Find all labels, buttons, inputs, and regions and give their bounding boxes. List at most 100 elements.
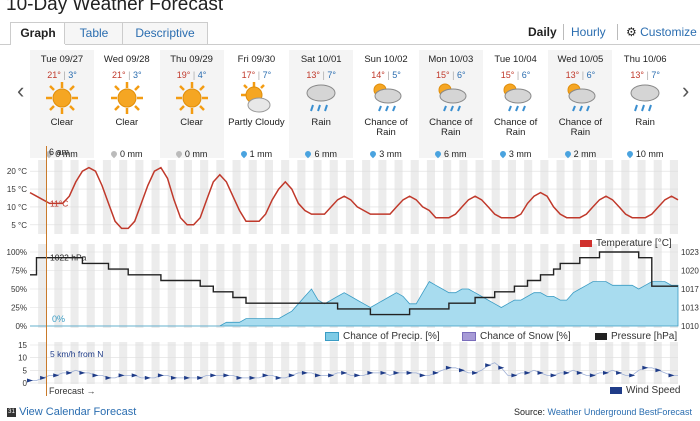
wind-arrow-icon — [210, 373, 217, 378]
wind-arrow-icon — [40, 375, 47, 380]
low-temp: 5° — [392, 70, 401, 80]
night-band — [637, 342, 646, 384]
day-temps: 19° | 4° — [176, 70, 207, 80]
night-band — [540, 160, 549, 234]
daily-toggle[interactable]: Daily — [528, 25, 557, 39]
precip-amount: 0 mm — [95, 149, 159, 159]
night-band — [637, 160, 646, 234]
night-band — [524, 342, 533, 384]
night-band — [459, 244, 468, 328]
night-band — [540, 342, 549, 384]
wind-line — [30, 362, 678, 381]
wind-arrow-icon — [354, 373, 361, 378]
source-credit: Source: Weather Underground BestForecast — [514, 407, 692, 417]
condition-text: Chance of Rain — [493, 117, 538, 138]
wind-arrow-icon — [603, 370, 609, 375]
night-band — [38, 342, 47, 384]
gear-icon: ⚙ — [626, 25, 637, 39]
day-temps: 21° | 3° — [47, 70, 77, 80]
wind-arrow-icon — [537, 370, 544, 375]
calendar-link[interactable]: 31 View Calendar Forecast — [7, 406, 137, 418]
night-band — [313, 342, 322, 384]
night-band — [167, 342, 176, 384]
night-band — [378, 342, 387, 384]
night-band — [70, 244, 79, 328]
customize-link[interactable]: ⚙ Customize — [626, 25, 697, 39]
day-temps: 15° | 6° — [435, 70, 466, 80]
low-temp: 3° — [132, 70, 142, 80]
night-band — [54, 160, 63, 234]
night-band — [524, 160, 533, 234]
y-tick-label: 100% — [7, 248, 27, 257]
legend-swatch — [325, 331, 339, 341]
day-temps: 17° | 7° — [241, 70, 272, 80]
drop-icon — [304, 149, 313, 159]
prev-arrow-icon[interactable]: ‹ — [17, 78, 25, 103]
wind-arrow-icon — [197, 375, 204, 380]
wind-speed-chart: 15 10 5 0 5 km/h from N — [18, 342, 678, 388]
drop-icon — [498, 149, 508, 159]
low-temp: 4° — [197, 70, 207, 80]
night-band — [362, 160, 371, 234]
night-band — [200, 342, 209, 384]
tab-table[interactable]: Table — [64, 22, 124, 44]
high-temp: 19° — [176, 70, 191, 80]
source-link[interactable]: Weather Underground BestForecast — [547, 407, 692, 417]
wind-arrow-icon — [315, 373, 321, 378]
sun-icon — [160, 80, 224, 118]
chance-rain-icon — [354, 80, 418, 118]
condition-text: Clear — [180, 117, 203, 128]
tab-descriptive[interactable]: Descriptive — [122, 22, 208, 44]
wind-arrow-icon — [576, 370, 583, 375]
time-cursor[interactable] — [46, 146, 47, 396]
night-band — [297, 160, 306, 234]
temperature-legend: Temperature [°C] — [580, 238, 672, 249]
wind-arrow-icon — [79, 370, 86, 375]
night-band — [281, 342, 290, 384]
next-arrow-icon[interactable]: › — [682, 78, 690, 103]
y-tick-label: 25% — [11, 304, 27, 313]
y-tick-label: 15 — [18, 342, 27, 350]
night-band — [151, 342, 160, 384]
wind-arrow-icon — [642, 365, 649, 370]
tab-graph[interactable]: Graph — [10, 22, 66, 45]
low-temp: 7° — [262, 70, 272, 80]
night-band — [394, 244, 403, 328]
sun-icon — [30, 80, 94, 118]
night-band — [426, 342, 435, 384]
night-band — [102, 244, 111, 328]
high-temp: 13° — [630, 70, 644, 80]
day-column: Sun 10/02 14° | 5° Chance of Rain 3 mm — [354, 50, 418, 159]
partly-cloudy-icon — [224, 80, 288, 118]
wind-arrow-icon — [472, 370, 479, 375]
day-name: Sun 10/02 — [364, 54, 408, 65]
night-band — [248, 342, 257, 384]
night-band — [200, 160, 209, 234]
precip-amount: 0 mm — [30, 149, 94, 159]
day-name: Fri 09/30 — [237, 54, 276, 65]
wind-arrow-icon — [262, 373, 269, 378]
night-band — [183, 342, 192, 384]
wind-label: 5 km/h from N — [50, 349, 103, 359]
drop-icon — [433, 149, 443, 159]
right-tick-label: 1023 — [681, 248, 699, 257]
right-tick-label: 1020 — [681, 267, 699, 276]
y-tick-label: 0 — [23, 379, 28, 388]
day-column: Mon 10/03 15° | 6° Chance of Rain 6 mm — [418, 50, 483, 159]
forecast-label: Forecast → — [49, 386, 96, 396]
night-band — [507, 160, 516, 234]
night-band — [491, 160, 500, 234]
y-tick-label: 0% — [15, 322, 27, 331]
night-band — [621, 160, 630, 234]
high-temp: 15° — [435, 70, 450, 80]
hourly-toggle[interactable]: Hourly — [571, 25, 606, 39]
night-band — [86, 160, 95, 234]
night-band — [297, 342, 306, 384]
day-column: Wed 09/28 21° | 3° Clear 0 mm — [95, 50, 159, 159]
temperature-line — [29, 166, 679, 230]
night-band — [151, 244, 160, 328]
y-tick-label: 5 °C — [11, 221, 27, 230]
day-column: Wed 10/05 13° | 6° Chance of Rain 2 mm — [548, 50, 613, 159]
wind-arrow-icon — [157, 373, 164, 378]
precip-amount: 3 mm — [354, 149, 418, 159]
